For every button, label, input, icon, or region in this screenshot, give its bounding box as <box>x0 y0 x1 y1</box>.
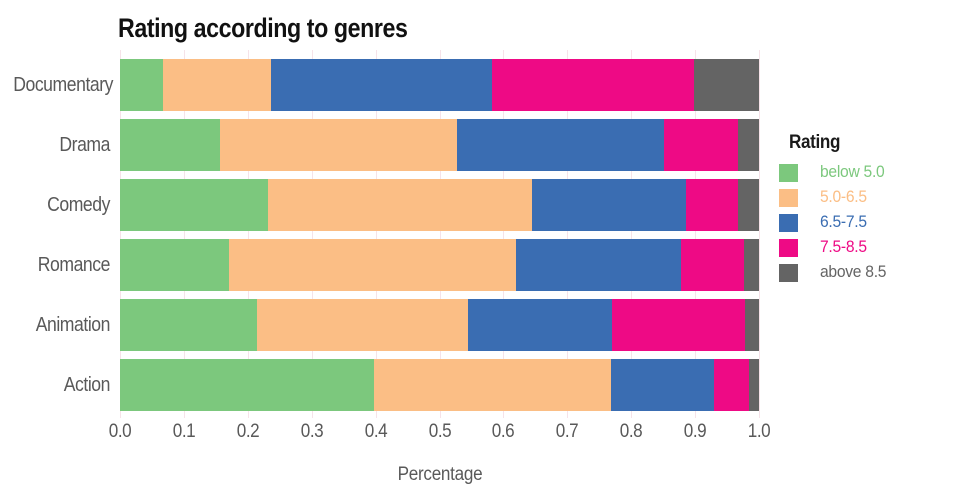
bar-segment <box>532 179 686 231</box>
x-tick-label: 0.0 <box>108 421 132 442</box>
x-tick-label: 0.4 <box>364 421 387 442</box>
bar-segment <box>229 239 516 291</box>
x-tick-label: 0.9 <box>683 421 707 442</box>
bar-segment <box>714 359 749 411</box>
legend: Rating below 5.0 5.0-6.5 6.5-7.5 7.5-8.5 abo… <box>779 132 954 286</box>
bar-segment <box>748 359 759 411</box>
legend-label: 7.5-8.5 <box>820 237 867 256</box>
gridline <box>567 50 569 418</box>
bar-segment <box>120 299 257 351</box>
bar-row-drama <box>120 115 759 175</box>
y-axis-label: Comedy <box>47 194 110 216</box>
legend-item: above 8.5 <box>779 261 954 286</box>
bar-segment <box>743 239 759 291</box>
bar-row-animation <box>120 295 759 355</box>
bar-segment <box>744 299 759 351</box>
stacked-bar <box>120 299 759 351</box>
bar-segment <box>256 299 468 351</box>
x-tick-label: 1.0 <box>747 421 771 442</box>
bar-segment <box>120 239 230 291</box>
legend-item: 7.5-8.5 <box>779 236 954 261</box>
legend-item: below 5.0 <box>779 161 954 186</box>
bar-segment <box>664 119 738 171</box>
gridline <box>247 50 249 418</box>
bar-segment <box>612 299 745 351</box>
y-axis-label: Documentary <box>13 74 114 96</box>
bar-segment <box>737 179 759 231</box>
chart-title: Rating according to genres <box>118 13 408 43</box>
gridline <box>695 50 697 418</box>
bar-segment <box>611 359 715 411</box>
bar-row-action <box>120 355 759 415</box>
x-axis-title: Percentage <box>397 464 483 485</box>
y-axis-label: Drama <box>59 134 110 156</box>
bar-row-romance <box>120 235 759 295</box>
legend-swatch <box>779 189 798 207</box>
y-axis-label: Romance <box>37 254 111 276</box>
bar-segment <box>120 119 220 171</box>
legend-items: below 5.0 5.0-6.5 6.5-7.5 7.5-8.5 above 8.5 <box>779 161 954 286</box>
x-tick-label: 0.8 <box>619 421 643 442</box>
stacked-bar <box>120 239 759 291</box>
bar-segment <box>457 119 665 171</box>
x-tick-label: 0.2 <box>236 421 260 442</box>
legend-label: 6.5-7.5 <box>820 212 867 231</box>
legend-title: Rating <box>789 132 841 153</box>
plot-area <box>120 55 759 415</box>
stacked-bar <box>120 179 759 231</box>
gridline <box>759 50 760 418</box>
stacked-bar <box>120 59 759 111</box>
bar-segment <box>693 59 759 111</box>
bar-segment <box>270 59 492 111</box>
gridline <box>439 50 441 418</box>
gridline <box>375 50 377 418</box>
bar-row-comedy <box>120 175 759 235</box>
bar-segment <box>491 59 694 111</box>
y-axis-label: Action <box>63 374 111 396</box>
bar-segment <box>737 119 759 171</box>
gridline <box>631 50 633 418</box>
bar-segment <box>685 179 738 231</box>
gridline <box>120 50 121 418</box>
x-tick-label: 0.7 <box>556 421 579 442</box>
legend-label: below 5.0 <box>820 162 885 181</box>
legend-swatch <box>779 214 798 232</box>
bar-segment <box>120 179 269 231</box>
legend-item: 5.0-6.5 <box>779 186 954 211</box>
x-tick-label: 0.3 <box>300 421 323 442</box>
bar-segment <box>373 359 612 411</box>
x-tick-label: 0.6 <box>492 421 515 442</box>
bar-segment <box>163 59 271 111</box>
legend-swatch <box>779 164 798 182</box>
stacked-bar <box>120 119 759 171</box>
legend-label: above 8.5 <box>820 262 887 281</box>
bar-row-documentary <box>120 55 759 115</box>
x-axis-tick-labels: 0.0 0.1 0.2 0.3 0.4 0.5 0.6 0.7 0.8 0.9 1.0 <box>0 421 960 445</box>
bar-segment <box>681 239 744 291</box>
x-tick-label: 0.5 <box>428 421 451 442</box>
gridline <box>183 50 185 418</box>
bar-segment <box>467 299 612 351</box>
x-tick-label: 0.1 <box>172 421 196 442</box>
legend-label: 5.0-6.5 <box>820 187 867 206</box>
stacked-bar <box>120 359 759 411</box>
legend-swatch <box>779 264 798 282</box>
legend-item: 6.5-7.5 <box>779 211 954 236</box>
legend-swatch <box>779 239 798 257</box>
gridline <box>311 50 313 418</box>
bar-segment <box>120 359 374 411</box>
bar-segment <box>268 179 533 231</box>
bar-segment <box>515 239 682 291</box>
y-axis-label: Animation <box>35 314 111 336</box>
bar-segment <box>120 59 164 111</box>
bar-segment <box>219 119 458 171</box>
gridline <box>503 50 505 418</box>
plot-gridlines <box>120 50 760 418</box>
